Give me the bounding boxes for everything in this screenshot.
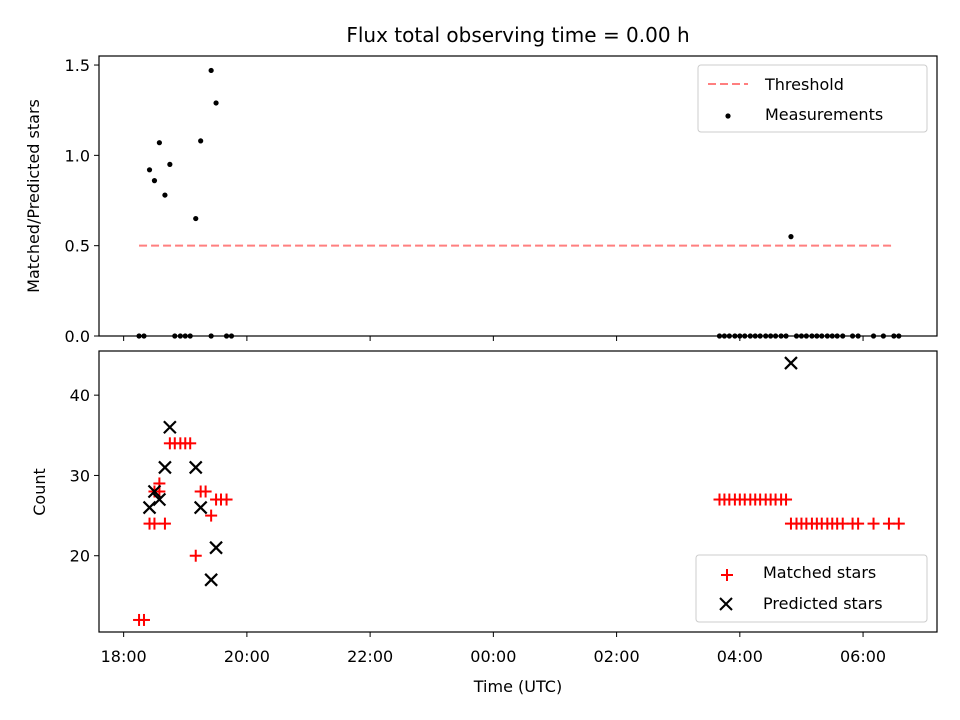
measurement-point bbox=[162, 192, 168, 198]
matched-star-point bbox=[199, 485, 212, 498]
time-x-tick-label: 00:00 bbox=[470, 647, 516, 666]
matched-star-point bbox=[158, 517, 171, 530]
count-y-tick-label: 30 bbox=[70, 466, 90, 485]
matched-star-point bbox=[184, 437, 197, 450]
measurement-point bbox=[213, 100, 219, 106]
measurement-point bbox=[193, 215, 199, 222]
predicted-legend-swatch bbox=[719, 597, 733, 611]
count-plot-frame bbox=[98, 350, 938, 633]
measurement-point bbox=[146, 167, 153, 173]
time-x-tick-label: 02:00 bbox=[594, 647, 640, 666]
matched-star-point bbox=[189, 549, 202, 562]
ratio-y-tick-label: 1.0 bbox=[65, 146, 90, 165]
matched-legend-label: Matched stars bbox=[763, 563, 876, 582]
time-x-tick-label: 04:00 bbox=[717, 647, 763, 666]
figure-title: Flux total observing time = 0.00 h bbox=[346, 23, 689, 47]
predicted-star-point bbox=[209, 540, 223, 555]
ratio-y-axis-title: Matched/Predicted stars bbox=[24, 99, 43, 293]
predicted-star-point bbox=[784, 356, 798, 370]
measurement-point bbox=[151, 178, 158, 184]
matched-star-point bbox=[892, 517, 905, 530]
matched-star-point bbox=[867, 517, 880, 530]
matched-star-point bbox=[148, 517, 161, 530]
time-x-tick-label: 18:00 bbox=[101, 647, 147, 666]
time-x-tick-label: 20:00 bbox=[224, 647, 270, 666]
predicted-star-point bbox=[147, 484, 162, 499]
predicted-star-point bbox=[142, 500, 157, 515]
ratio-plot-marks: 0.0 0.5 1.0 1.5 bbox=[65, 56, 902, 346]
ratio-y-tick-label: 0.5 bbox=[65, 237, 90, 256]
measurements-legend-label: Measurements bbox=[765, 105, 883, 124]
matched-legend-swatch bbox=[721, 569, 733, 581]
measurement-point bbox=[198, 138, 204, 144]
time-x-tick-label: 06:00 bbox=[840, 647, 886, 666]
predicted-star-point bbox=[193, 500, 208, 515]
time-x-tick-label: 22:00 bbox=[347, 647, 393, 666]
count-panel: 20 30 40 18:00 20:00 22:00 00:00 02:00 04:00 06:0… bbox=[30, 350, 938, 696]
measurement-point bbox=[208, 67, 214, 74]
measurements-legend-swatch bbox=[725, 113, 731, 119]
threshold-legend-label: Threshold bbox=[764, 75, 844, 94]
count-legend: Matched stars Predicted stars bbox=[695, 554, 928, 623]
count-y-tick-label: 40 bbox=[70, 386, 90, 405]
predicted-star-point bbox=[204, 573, 218, 587]
measurement-point bbox=[156, 140, 162, 146]
predicted-star-point bbox=[163, 420, 177, 435]
measurement-point bbox=[788, 234, 794, 240]
measurement-point bbox=[167, 161, 173, 167]
matched-star-point bbox=[780, 493, 793, 506]
predicted-legend-label: Predicted stars bbox=[763, 594, 883, 613]
time-x-axis-title: Time (UTC) bbox=[473, 677, 562, 696]
count-y-axis-title: Count bbox=[30, 468, 49, 516]
matched-star-point bbox=[852, 517, 865, 530]
matched-star-point bbox=[137, 613, 150, 626]
matched-star-point bbox=[220, 493, 233, 506]
ratio-legend: Threshold Measurements bbox=[697, 64, 928, 133]
ratio-y-tick-label: 1.5 bbox=[65, 56, 90, 75]
matched-star-point bbox=[205, 509, 218, 522]
ratio-legend-box bbox=[697, 64, 928, 133]
count-y-tick-label: 20 bbox=[70, 547, 90, 566]
ratio-panel: 0.0 0.5 1.0 1.5 Matched/Predicted stars Thr… bbox=[24, 55, 938, 346]
ratio-y-tick-label: 0.0 bbox=[65, 327, 90, 346]
count-plot-marks: 20 30 40 18:00 20:00 22:00 00:00 02:00 04:00 06:0… bbox=[70, 356, 905, 666]
predicted-star-point bbox=[152, 492, 167, 507]
ratio-plot-frame bbox=[98, 55, 938, 337]
count-legend-box bbox=[695, 554, 928, 623]
predicted-star-point bbox=[158, 460, 172, 475]
predicted-star-point bbox=[188, 460, 203, 475]
